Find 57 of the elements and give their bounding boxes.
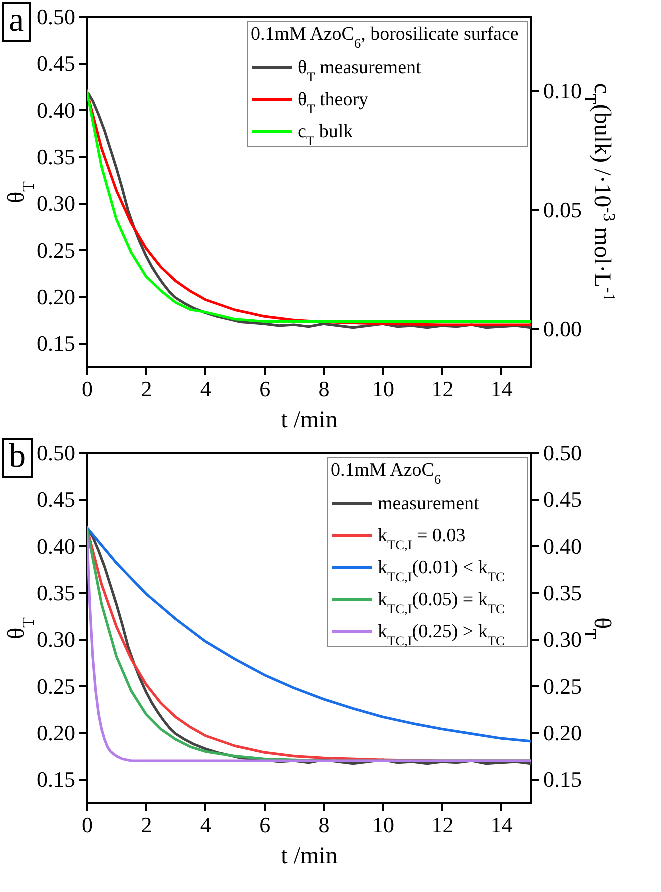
x-tick-label: 2	[141, 812, 152, 838]
x-tick-label: 12	[432, 812, 454, 838]
legend-label: k$_{TC,I}$(0.01) < k$_{TC}$	[378, 558, 505, 584]
x-tick-label: 0	[82, 812, 93, 838]
x-tick-label: 4	[200, 376, 212, 402]
y-tick-label: 0.15	[37, 767, 76, 792]
text: a	[2, 2, 32, 42]
x-axis-title: t /min	[281, 844, 338, 870]
y-tick-label: 0.20	[37, 284, 76, 310]
y-tick-label: 0.45	[37, 487, 76, 512]
x-tick-label: 14	[490, 376, 513, 402]
y2-tick-label: 0.10	[544, 78, 582, 104]
y-tick-label: 0.50	[37, 4, 76, 30]
y2-tick-label: 0.45	[544, 487, 582, 512]
y-tick-label: 0.35	[37, 144, 76, 170]
y2-tick-label: 0.30	[544, 627, 582, 652]
y2-tick-label: 0.40	[544, 534, 582, 559]
x-tick-label: 12	[432, 376, 454, 402]
y-tick-label: 0.35	[37, 580, 76, 606]
legend-label: θ$_{T}$ measurement	[298, 58, 422, 84]
x-tick-label: 2	[141, 376, 152, 402]
x-tick-label: 10	[372, 376, 394, 402]
y-tick-label: 0.15	[37, 331, 76, 356]
y2-tick-label: 0.05	[544, 197, 582, 222]
y-tick-label: 0.30	[37, 191, 76, 216]
y-tick-label: 0.50	[37, 440, 76, 466]
y-tick-label: 0.40	[37, 534, 76, 559]
legend-label: k$_{TC,I}$(0.05) = k$_{TC}$	[378, 590, 505, 616]
y-tick-label: 0.25	[37, 238, 76, 263]
x-tick-label: 14	[490, 812, 513, 838]
text: b	[2, 438, 33, 478]
y-tick-label: 0.45	[37, 51, 76, 76]
x-axis-title: t /min	[281, 408, 338, 434]
legend-title: 0.1mM AzoC$_{6}$, borosilicate surface	[251, 24, 519, 50]
y-tick-label: 0.40	[37, 98, 76, 123]
x-tick-label: 0	[82, 376, 93, 402]
legend-label: k$_{TC,I}$(0.25) > k$_{TC}$	[378, 622, 505, 648]
x-tick-label: 8	[318, 812, 330, 838]
x-tick-label: 6	[260, 376, 271, 402]
legend-label: c$_{T}$ bulk	[298, 122, 354, 148]
y2-tick-label: 0.00	[544, 316, 582, 342]
y2-tick-label: 0.25	[544, 674, 582, 699]
legend-label: k$_{TC,I}$ = 0.03	[378, 526, 466, 552]
legend-label: θ$_{T}$ theory	[298, 90, 370, 116]
legend-label: measurement	[378, 494, 480, 514]
y-tick-label: 0.20	[37, 720, 76, 746]
y2-tick-label: 0.35	[544, 580, 582, 606]
y2-tick-label: 0.15	[544, 767, 582, 792]
y2-tick-label: 0.20	[544, 720, 582, 746]
y2-tick-label: 0.50	[544, 440, 582, 466]
x-tick-label: 10	[372, 812, 394, 838]
x-tick-label: 4	[200, 812, 212, 838]
x-tick-label: 6	[260, 812, 271, 838]
x-tick-label: 8	[318, 376, 330, 402]
legend-title: 0.1mM AzoC$_{6}$	[331, 460, 442, 486]
y-tick-label: 0.30	[37, 627, 76, 652]
y-tick-label: 0.25	[37, 674, 76, 699]
